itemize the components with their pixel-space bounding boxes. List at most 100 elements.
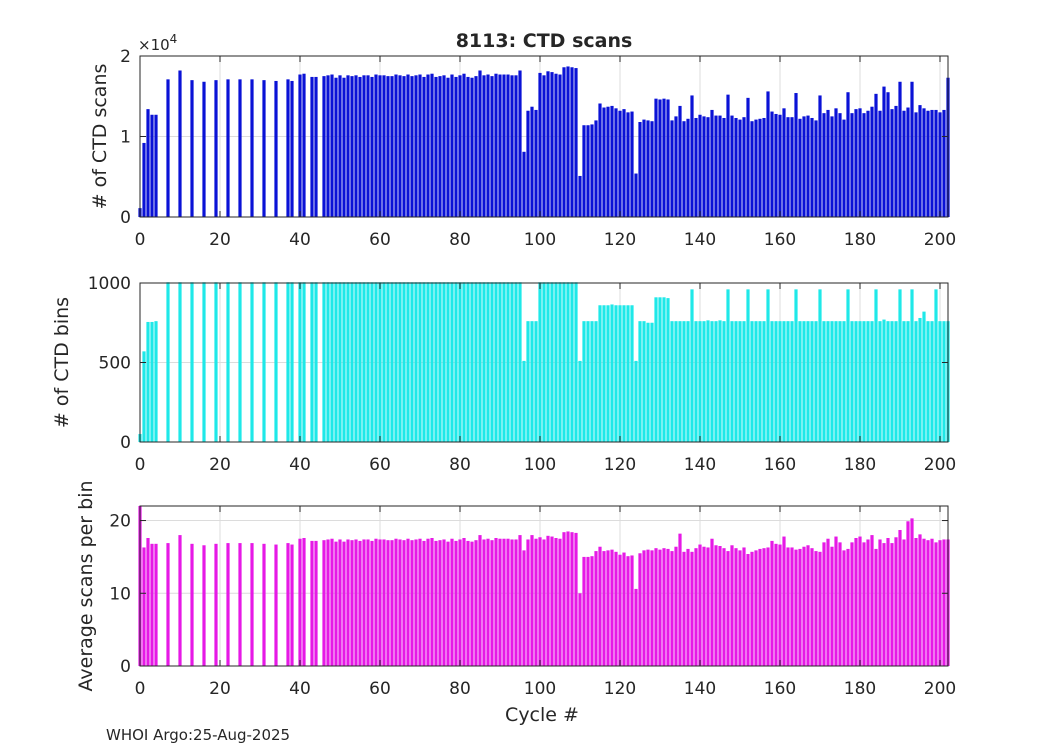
bar: [686, 321, 690, 442]
bar: [398, 282, 402, 442]
bar: [806, 321, 810, 442]
y-tick-label: 1: [120, 128, 131, 148]
bar: [838, 113, 842, 217]
bar: [678, 533, 682, 666]
bar: [766, 289, 770, 442]
bar: [602, 551, 606, 666]
bar: [938, 321, 942, 442]
bar: [386, 540, 390, 666]
bar: [730, 545, 734, 666]
y-tick-label: 1000: [88, 274, 131, 294]
bar: [794, 289, 798, 442]
y-axis-label: # of CTD scans: [89, 64, 111, 210]
bar: [798, 548, 802, 666]
bar: [626, 112, 630, 217]
bar: [518, 70, 522, 218]
bar: [538, 537, 542, 666]
x-tick-label: 200: [924, 230, 956, 250]
x-tick-label: 200: [924, 455, 956, 475]
bar: [858, 108, 862, 217]
bar: [642, 321, 646, 442]
bar: [662, 548, 666, 666]
bar: [578, 360, 582, 442]
bar: [714, 545, 718, 666]
axes-frame: [139, 505, 949, 667]
bar: [790, 547, 794, 666]
bar: [438, 282, 442, 442]
x-tick-label: 40: [289, 230, 311, 250]
bar: [466, 540, 470, 666]
bar: [618, 305, 622, 442]
bar: [582, 556, 586, 666]
bar: [626, 556, 630, 666]
bar: [354, 539, 358, 666]
bar: [490, 540, 494, 666]
bar: [758, 321, 762, 442]
bar: [762, 117, 766, 217]
bar: [474, 282, 478, 442]
bar: [682, 321, 686, 442]
bar: [502, 538, 506, 666]
bar: [286, 282, 290, 442]
bar: [834, 321, 838, 442]
bar: [482, 539, 486, 666]
bar: [622, 109, 626, 217]
bar: [502, 282, 506, 442]
bar: [774, 321, 778, 442]
bar: [878, 321, 882, 442]
bar: [374, 538, 378, 666]
bar: [794, 549, 798, 666]
bar: [438, 540, 442, 666]
bar: [858, 536, 862, 666]
bar: [874, 289, 878, 442]
bar: [458, 539, 462, 666]
bar: [330, 74, 334, 217]
bar: [402, 282, 406, 442]
bar: [866, 539, 870, 666]
bar: [402, 76, 406, 217]
bar: [730, 115, 734, 217]
bar: [514, 282, 518, 442]
bar: [902, 110, 906, 217]
bar: [718, 320, 722, 442]
bar: [942, 539, 946, 666]
x-tick-label: 20: [209, 455, 231, 475]
bar: [398, 75, 402, 217]
bar: [722, 548, 726, 666]
bar: [842, 550, 846, 666]
bar: [834, 536, 838, 666]
bar: [598, 103, 602, 217]
bar: [630, 305, 634, 442]
bar: [846, 548, 850, 666]
bar: [150, 114, 154, 217]
bar: [910, 289, 914, 442]
bar: [770, 111, 774, 217]
bar: [838, 542, 842, 666]
bar: [366, 282, 370, 442]
bar: [250, 543, 254, 666]
bar: [366, 539, 370, 666]
bar: [658, 549, 662, 666]
bar: [566, 66, 570, 217]
bar: [290, 282, 294, 442]
bar: [686, 548, 690, 666]
bar: [850, 542, 854, 666]
bar: [422, 540, 426, 666]
bar: [906, 107, 910, 217]
bar: [314, 540, 318, 666]
bar: [526, 321, 530, 442]
bar: [410, 540, 414, 666]
bar: [902, 539, 906, 666]
bar: [646, 549, 650, 666]
bar: [754, 550, 758, 666]
bar: [142, 142, 146, 217]
x-tick-label: 80: [449, 230, 471, 250]
bar: [418, 74, 422, 217]
bar: [670, 321, 674, 442]
bar: [190, 282, 194, 442]
bar: [906, 521, 910, 666]
x-tick-label: 160: [764, 455, 796, 475]
x-tick-label: 180: [844, 230, 876, 250]
bar: [918, 534, 922, 666]
